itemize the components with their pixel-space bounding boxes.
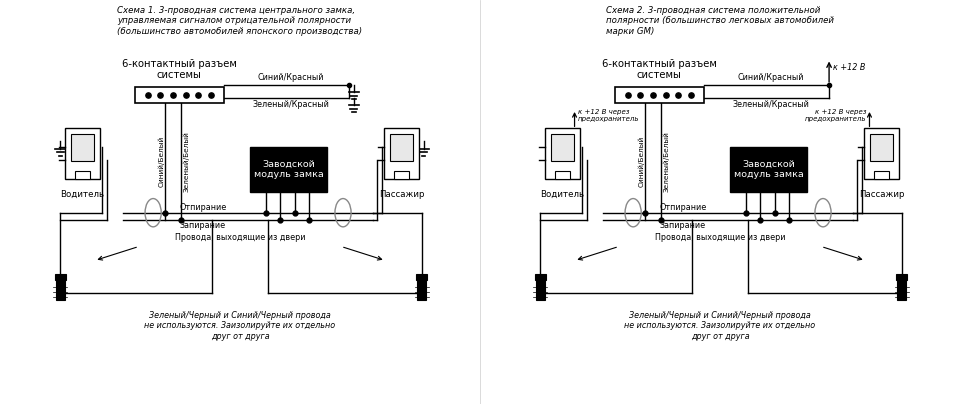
Bar bbox=[135, 87, 224, 103]
Bar bbox=[71, 134, 93, 160]
Text: 6-контактный разъем
системы: 6-контактный разъем системы bbox=[602, 59, 717, 80]
Bar bbox=[545, 128, 580, 179]
Text: Пассажир: Пассажир bbox=[859, 190, 904, 199]
Text: Синий/Белый: Синий/Белый bbox=[158, 136, 164, 187]
Text: Синий/Красный: Синий/Красный bbox=[257, 74, 324, 82]
Text: Отпирание: Отпирание bbox=[180, 203, 227, 212]
Bar bbox=[615, 87, 704, 103]
Bar bbox=[391, 134, 413, 160]
Text: Пассажир: Пассажир bbox=[379, 190, 424, 199]
Bar bbox=[56, 278, 64, 300]
Text: Отпирание: Отпирание bbox=[660, 203, 707, 212]
Text: Зеленый/Черный и Синий/Черный провода
не используются. Заизолируйте их отдельно
: Зеленый/Черный и Синий/Черный провода не… bbox=[144, 311, 336, 341]
Text: Водитель: Водитель bbox=[540, 190, 585, 199]
Bar bbox=[896, 274, 907, 280]
Bar bbox=[395, 171, 409, 179]
Bar bbox=[55, 274, 66, 280]
Text: Зеленый/Белый: Зеленый/Белый bbox=[663, 131, 669, 192]
Text: Запирание: Запирание bbox=[180, 221, 226, 230]
Bar bbox=[251, 147, 326, 192]
Bar bbox=[875, 171, 889, 179]
Text: Водитель: Водитель bbox=[60, 190, 105, 199]
Bar bbox=[65, 128, 100, 179]
Text: к +12 В через
предохранитель: к +12 В через предохранитель bbox=[804, 109, 866, 122]
Bar bbox=[731, 147, 806, 192]
Bar bbox=[535, 274, 546, 280]
Text: Зеленый/Черный и Синий/Черный провода
не используются. Заизолируйте их отдельно
: Зеленый/Черный и Синий/Черный провода не… bbox=[624, 311, 816, 341]
Text: Провода, выходящие из двери: Провода, выходящие из двери bbox=[655, 234, 785, 242]
Text: Зеленый/Белый: Зеленый/Белый bbox=[183, 131, 189, 192]
Text: Схема 1. 3-проводная система центрального замка,
управляемая сигналом отрицатель: Схема 1. 3-проводная система центральног… bbox=[117, 6, 363, 36]
Bar bbox=[898, 278, 906, 300]
Text: к +12 В: к +12 В bbox=[833, 63, 866, 72]
Bar bbox=[871, 134, 893, 160]
Bar bbox=[416, 274, 427, 280]
Bar bbox=[418, 278, 426, 300]
Bar bbox=[551, 134, 573, 160]
Text: Схема 2. 3-проводная система положительной
полярности (большинство легковых авто: Схема 2. 3-проводная система положительн… bbox=[606, 6, 834, 36]
Text: 6-контактный разъем
системы: 6-контактный разъем системы bbox=[122, 59, 237, 80]
Text: Провода, выходящие из двери: Провода, выходящие из двери bbox=[175, 234, 305, 242]
Text: Зеленый/Красный: Зеленый/Красный bbox=[732, 100, 809, 109]
Text: Запирание: Запирание bbox=[660, 221, 706, 230]
Text: Синий/Белый: Синий/Белый bbox=[638, 136, 644, 187]
Bar bbox=[75, 171, 89, 179]
Bar bbox=[384, 128, 419, 179]
Text: Заводской
модуль замка: Заводской модуль замка bbox=[733, 160, 804, 179]
Bar bbox=[864, 128, 899, 179]
Text: Зеленый/Красный: Зеленый/Красный bbox=[252, 100, 329, 109]
Text: Синий/Красный: Синий/Красный bbox=[737, 74, 804, 82]
Bar bbox=[555, 171, 569, 179]
Bar bbox=[536, 278, 544, 300]
Text: Заводской
модуль замка: Заводской модуль замка bbox=[253, 160, 324, 179]
Text: к +12 В через
предохранитель: к +12 В через предохранитель bbox=[578, 109, 639, 122]
